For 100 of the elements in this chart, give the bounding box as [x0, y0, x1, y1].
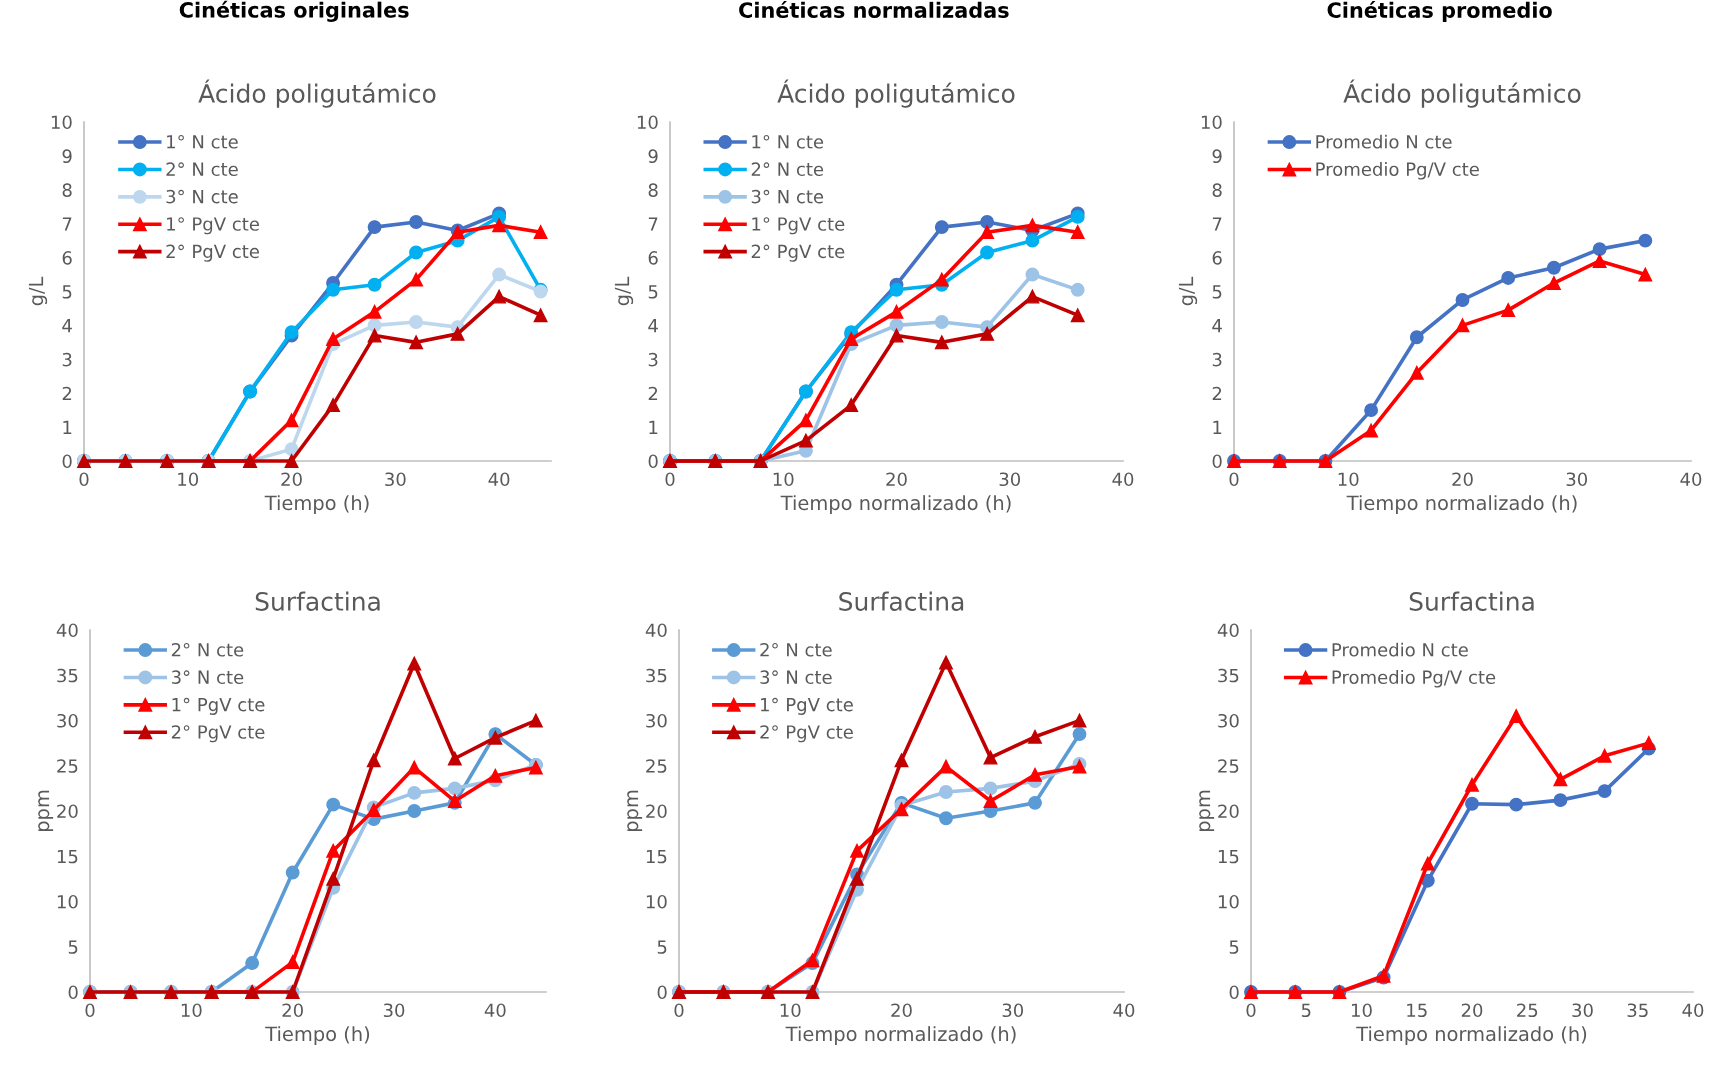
y-axis-title: g/L: [28, 276, 48, 306]
legend-label: 1° PgV cte: [761, 697, 853, 715]
legend-label: 3° N cte: [751, 189, 824, 204]
legend-label: 2° N cte: [171, 642, 244, 657]
y-tick-label: 10: [57, 894, 78, 909]
legend-label: 1° PgV cte: [752, 217, 845, 235]
y-tick-label: 9: [1212, 149, 1222, 164]
x-tick-label: 0: [1246, 1003, 1256, 1018]
x-tick-label: 30: [385, 472, 406, 487]
x-tick-label: 30: [383, 1003, 405, 1018]
x-tick-label: 40: [1680, 472, 1702, 487]
y-tick-label: 35: [1218, 668, 1239, 683]
y-tick-label: 0: [648, 454, 658, 469]
y-tick-label: 40: [645, 623, 667, 638]
x-tick-label: 0: [79, 472, 89, 487]
y-tick-label: 30: [57, 713, 78, 728]
x-axis-title: Tiempo (h): [265, 1026, 370, 1045]
y-axis-title: g/L: [1178, 276, 1198, 306]
y-tick-label: 20: [1218, 804, 1239, 819]
y-tick-label: 40: [1217, 623, 1239, 638]
y-tick-label: 8: [1212, 183, 1222, 197]
y-tick-label: 5: [648, 285, 658, 299]
x-tick-label: 5: [1301, 1003, 1311, 1018]
chart-subtitle: Cinéticas normalizadas: [739, 1, 1009, 18]
y-tick-label: 7: [648, 217, 658, 231]
legend-label: 2° PgV cte: [166, 244, 259, 262]
x-axis-title: Tiempo normalizado (h): [785, 1026, 1016, 1045]
y-tick-label: 10: [646, 894, 667, 909]
y-tick-label: 25: [646, 759, 667, 773]
legend-label: 1° N cte: [752, 134, 824, 149]
legend-label: 3° N cte: [171, 670, 244, 685]
y-tick-label: 15: [57, 849, 78, 864]
x-axis-title: Tiempo normalizado (h): [1356, 1026, 1587, 1045]
y-tick-label: 25: [1218, 759, 1239, 773]
x-tick-label: 20: [891, 1003, 912, 1018]
x-tick-label: 30: [999, 472, 1021, 487]
x-tick-label: 10: [780, 1003, 801, 1018]
y-tick-label: 6: [62, 251, 72, 265]
y-tick-label: 2: [1212, 386, 1222, 401]
legend-label: 2° N cte: [166, 162, 238, 177]
y-tick-label: 5: [1229, 940, 1239, 954]
x-tick-label: 20: [282, 1003, 303, 1018]
y-tick-label: 30: [1218, 713, 1239, 728]
x-tick-label: 10: [1352, 1003, 1372, 1018]
chart-title: Ácido poligutámico: [1343, 79, 1581, 108]
legend-label: 1° PgV cte: [167, 217, 259, 235]
chart-subtitle: Cinéticas promedio: [1327, 1, 1552, 22]
y-tick-label: 1: [63, 420, 72, 434]
y-tick-label: 2: [648, 386, 658, 401]
x-tick-label: 10: [178, 472, 199, 487]
x-tick-label: 40: [484, 1003, 506, 1018]
y-tick-label: 3: [62, 352, 72, 367]
x-tick-label: 15: [1407, 1003, 1427, 1018]
y-tick-label: 1: [649, 420, 658, 434]
legend-label: 2° N cte: [760, 642, 832, 657]
y-tick-label: 8: [648, 183, 658, 197]
legend-label: 3° N cte: [166, 189, 238, 204]
x-tick-label: 10: [1338, 472, 1359, 487]
x-tick-label: 0: [674, 1003, 684, 1018]
legend-label: Promedio N cte: [1332, 642, 1468, 657]
x-tick-label: 20: [281, 472, 302, 487]
y-tick-label: 10: [1201, 115, 1222, 130]
x-tick-label: 40: [1112, 472, 1134, 487]
x-tick-label: 40: [1682, 1003, 1704, 1018]
y-tick-label: 0: [657, 985, 667, 1000]
y-tick-label: 4: [62, 319, 72, 333]
y-tick-label: 15: [1218, 849, 1239, 864]
chart-subtitle: Cinéticas originales: [179, 0, 409, 22]
y-tick-label: 5: [1212, 285, 1222, 299]
legend-label: Promedio Pg/V cte: [1316, 162, 1479, 180]
y-tick-label: 20: [57, 804, 78, 819]
x-tick-label: 30: [1572, 1003, 1593, 1018]
y-tick-label: 3: [1212, 352, 1222, 367]
x-tick-label: 40: [488, 472, 510, 487]
x-tick-label: 30: [1566, 472, 1588, 487]
y-axis-title: ppm: [1199, 790, 1215, 832]
x-tick-label: 35: [1627, 1003, 1648, 1018]
chart-title: Surfactina: [255, 591, 380, 611]
y-axis-title: ppm: [627, 790, 643, 832]
legend-label: Promedio N cte: [1316, 134, 1452, 149]
y-tick-label: 4: [1212, 319, 1222, 333]
y-axis-title: ppm: [38, 790, 54, 832]
chart-title: Ácido poligutámico: [777, 79, 1015, 108]
chart-title: Ácido poligutámico: [198, 79, 436, 108]
y-tick-label: 10: [637, 115, 658, 130]
chart-title: Surfactina: [839, 591, 964, 611]
legend-label: 2° PgV cte: [760, 725, 853, 743]
legend-label: 1° N cte: [167, 134, 238, 149]
y-tick-label: 35: [646, 668, 667, 683]
y-tick-label: 3: [648, 352, 658, 367]
y-tick-label: 0: [68, 985, 78, 1000]
y-tick-label: 6: [1212, 251, 1222, 265]
legend-label: 1° PgV cte: [172, 697, 265, 715]
y-tick-label: 8: [62, 183, 72, 197]
legend-label: 2° N cte: [751, 162, 824, 177]
y-tick-label: 1: [1213, 420, 1222, 434]
x-axis-title: Tiempo normalizado (h): [1346, 495, 1577, 514]
x-tick-label: 10: [181, 1003, 202, 1018]
legend-label: 2° PgV cte: [171, 725, 265, 743]
y-tick-label: 6: [648, 251, 658, 265]
